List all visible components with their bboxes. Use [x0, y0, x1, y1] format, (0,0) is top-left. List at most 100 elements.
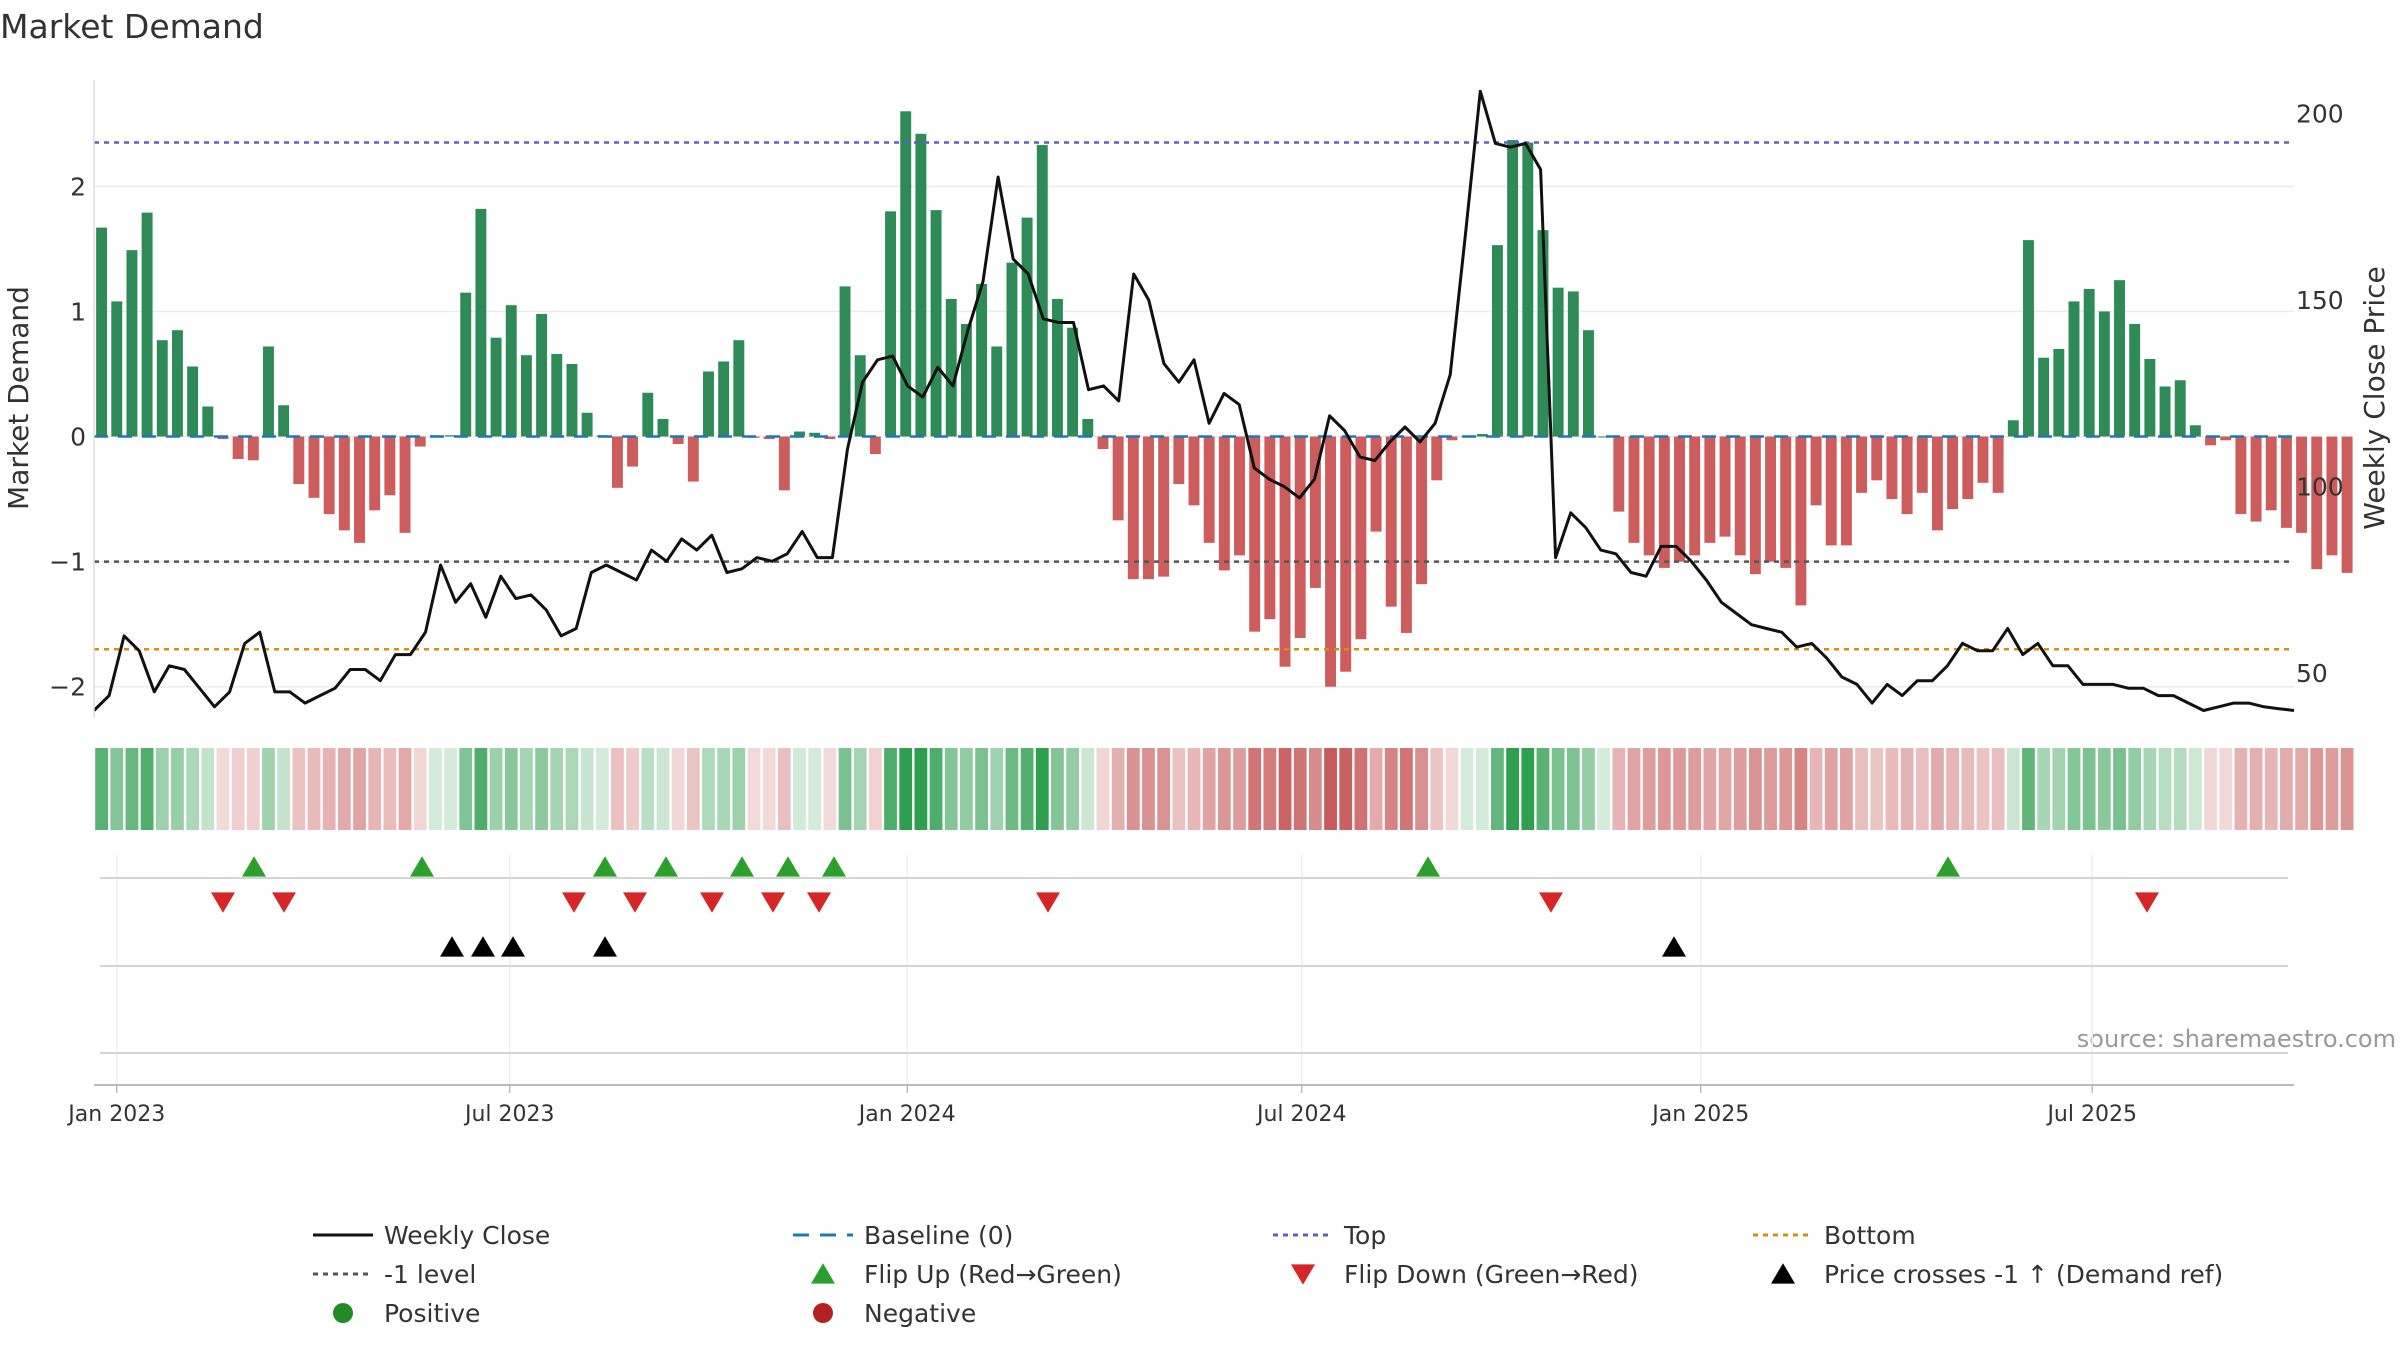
demand-bar [2205, 436, 2217, 446]
strip-cell [2037, 748, 2051, 830]
demand-bar [718, 361, 730, 437]
demand-bar [2038, 357, 2050, 437]
strip-cell [2173, 748, 2187, 830]
strip-cell [2143, 748, 2157, 830]
strip-cell [1840, 748, 1853, 830]
x-tick-label: Jul 2023 [463, 1102, 555, 1127]
demand-bar [1400, 436, 1412, 633]
demand-bar [338, 436, 350, 531]
demand-bar [1173, 436, 1185, 485]
source-note: source: sharemaestro.com [2077, 1025, 2396, 1053]
price-cross-marker [501, 936, 525, 957]
y2-tick-label: 150 [2296, 286, 2344, 315]
strip-cell [1339, 748, 1353, 830]
demand-bar [2129, 323, 2141, 437]
strip-cell [671, 748, 685, 830]
demand-bar [1901, 436, 1913, 515]
demand-bar [1583, 330, 1594, 437]
demand-bar [763, 436, 775, 440]
demand-bar [1522, 142, 1534, 437]
demand-bar [915, 133, 927, 437]
demand-bar [2007, 420, 2019, 437]
flip-down-marker [1539, 892, 1563, 913]
demand-bar [2053, 348, 2065, 437]
legend-label: Flip Up (Red→Green) [864, 1260, 1122, 1289]
demand-bar [1719, 436, 1731, 537]
strip-cell [231, 748, 245, 830]
demand-bar [1886, 436, 1898, 500]
demand-bar [1355, 436, 1367, 640]
strip-cell [201, 748, 215, 830]
strip-cell [1415, 748, 1428, 830]
legend-item: Top [1273, 1221, 1386, 1250]
demand-bar [627, 436, 639, 467]
legend-item: Flip Down (Green→Red) [1291, 1260, 1639, 1289]
strip-cell [565, 748, 579, 830]
strip-cell [2188, 748, 2202, 830]
y2-tick-label: 50 [2296, 659, 2328, 688]
strip-cell [1293, 748, 1307, 830]
strip-cell [990, 748, 1004, 830]
demand-bar [1112, 436, 1124, 521]
strip-cell [216, 748, 230, 830]
demand-bar [1097, 436, 1109, 450]
demand-bar [642, 392, 654, 437]
demand-bar [703, 371, 714, 437]
strip-cell [277, 748, 291, 830]
strip-cell [2234, 748, 2248, 830]
demand-bar [1780, 436, 1792, 568]
demand-bar [1051, 298, 1063, 437]
y-tick-label: −1 [49, 548, 86, 577]
strip-cell [1035, 748, 1049, 830]
strip-cell [1111, 748, 1125, 830]
demand-bar [2098, 311, 2110, 437]
legend-label: Positive [384, 1299, 480, 1328]
demand-bar [2265, 436, 2277, 511]
reference-levels [94, 141, 2294, 651]
strip-cell [1855, 748, 1868, 830]
strip-cell [1582, 748, 1595, 830]
demand-bar [187, 366, 199, 437]
demand-bar [1795, 436, 1807, 606]
strip-cell [1126, 748, 1140, 830]
strip-cell [853, 748, 867, 830]
strip-cell [686, 748, 700, 830]
demand-bar [1234, 436, 1245, 556]
flip-down-marker [1036, 892, 1060, 913]
strip-cell [2128, 748, 2142, 830]
demand-bar [1537, 230, 1549, 437]
legend-label: Negative [864, 1299, 976, 1328]
strip-cell [1824, 748, 1838, 830]
demand-bar [475, 208, 487, 437]
y-tick-label: 2 [70, 172, 86, 201]
y-tick-label: 0 [70, 423, 86, 452]
strip-cell [1551, 748, 1565, 830]
strip-cell [1081, 748, 1095, 830]
flip-down-marker [700, 892, 724, 913]
legend-item: Weekly Close [313, 1221, 550, 1250]
strip-cell [884, 748, 897, 830]
strip-cell [626, 748, 640, 830]
legend-item: Baseline (0) [793, 1221, 1013, 1250]
strip-cell [1491, 748, 1504, 830]
strip-cell [1536, 748, 1550, 830]
demand-bar [611, 436, 623, 488]
demand-bar [1082, 419, 1094, 437]
demand-bar [869, 436, 881, 455]
strip-cell [383, 748, 397, 830]
x-tick-label: Jan 2025 [1650, 1102, 1749, 1127]
legend-item: Flip Up (Red→Green) [811, 1260, 1122, 1289]
strip-cell [580, 748, 594, 830]
strip-cell [398, 748, 412, 830]
strip-cell [1430, 748, 1444, 830]
strip-cell [2340, 748, 2354, 830]
demand-bar [202, 406, 214, 437]
strip-cell [292, 748, 306, 830]
flip-up-marker [730, 856, 754, 877]
strip-cell [1597, 748, 1611, 830]
strip-cell [125, 748, 139, 830]
date-axis: Jan 2023 Jul 2023 Jan 2024 Jul 2024 Jan 2025… [66, 877, 2294, 1127]
strip-cell [1764, 748, 1777, 830]
demand-bar [293, 436, 305, 485]
strip-cell [171, 748, 184, 830]
